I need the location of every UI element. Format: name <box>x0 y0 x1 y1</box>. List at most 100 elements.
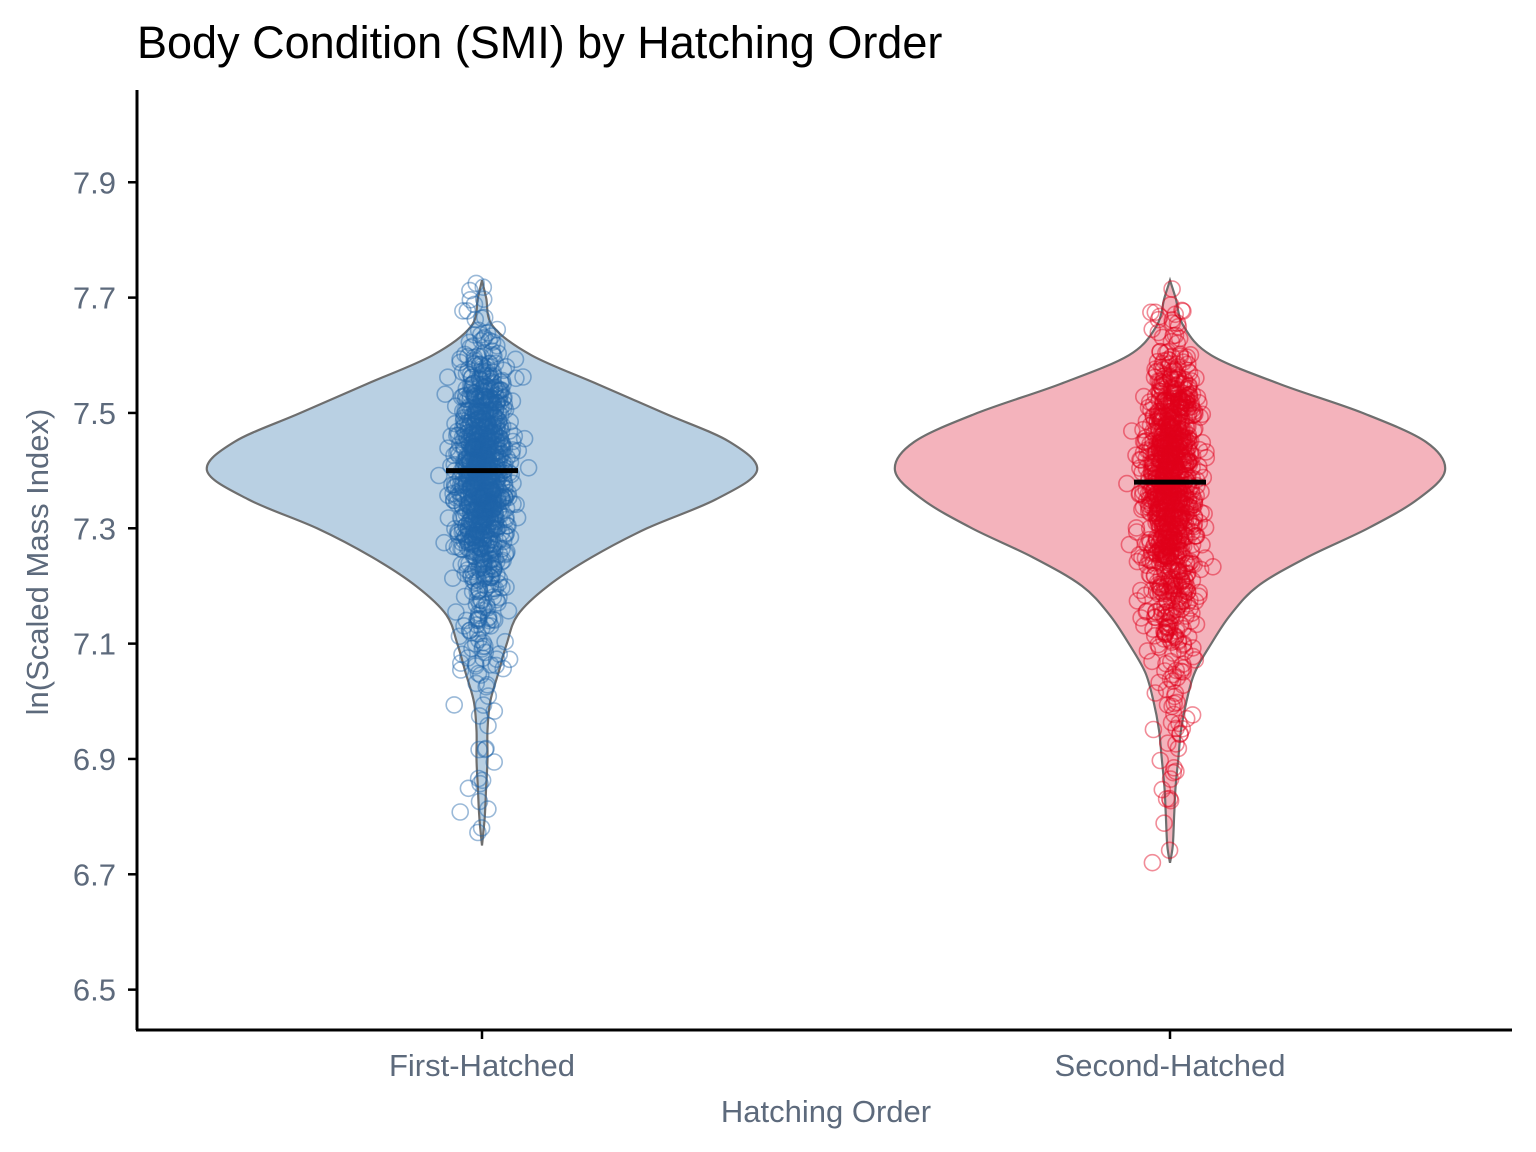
data-point <box>458 501 477 520</box>
violin-layer <box>205 276 1447 863</box>
data-point <box>1166 517 1185 536</box>
data-point <box>1150 487 1168 506</box>
data-point <box>489 486 508 505</box>
data-point <box>1177 431 1196 450</box>
data-point <box>1174 636 1192 654</box>
data-point <box>1174 484 1192 503</box>
y-axis-ticks: 6.56.76.97.17.37.57.77.9 <box>73 165 137 1008</box>
data-point <box>1175 559 1194 577</box>
data-point <box>475 441 494 460</box>
data-point <box>477 510 495 529</box>
data-point <box>497 578 515 596</box>
data-point <box>463 582 482 601</box>
data-point <box>1160 418 1178 437</box>
data-point <box>1171 512 1189 531</box>
data-point <box>1183 496 1202 514</box>
data-point <box>1142 454 1160 473</box>
data-point <box>484 390 503 409</box>
data-point <box>1155 485 1174 504</box>
data-point <box>1172 398 1191 417</box>
data-point <box>449 526 468 544</box>
data-point <box>467 438 485 456</box>
data-point <box>472 545 491 564</box>
data-point <box>456 390 475 408</box>
data-point <box>1162 392 1180 411</box>
data-point <box>463 542 482 561</box>
data-point <box>1181 498 1200 517</box>
data-point <box>465 500 484 519</box>
data-point <box>1149 535 1168 554</box>
data-point <box>494 399 513 418</box>
data-point <box>1161 536 1179 555</box>
data-point <box>1151 382 1169 401</box>
data-point <box>461 290 480 309</box>
data-point <box>1158 520 1177 539</box>
data-point <box>1178 386 1196 405</box>
data-point <box>478 431 497 450</box>
data-point <box>1128 552 1147 571</box>
data-point <box>495 525 514 544</box>
data-point <box>475 552 494 570</box>
data-point <box>470 594 489 613</box>
data-point <box>469 409 488 428</box>
data-point <box>1162 435 1181 454</box>
data-point <box>448 487 467 506</box>
data-point <box>1162 409 1180 427</box>
data-point <box>1162 403 1180 422</box>
data-point <box>483 499 502 518</box>
data-point <box>1149 402 1167 421</box>
data-point <box>484 397 503 415</box>
data-point <box>477 526 496 544</box>
data-point <box>1158 415 1177 434</box>
data-point <box>1163 515 1182 533</box>
data-point <box>1154 469 1172 487</box>
data-point <box>1151 372 1169 391</box>
data-point <box>483 490 502 509</box>
data-point <box>1176 489 1194 508</box>
data-point <box>482 437 500 456</box>
data-point <box>1155 582 1173 600</box>
data-point <box>1153 517 1172 536</box>
data-point <box>1172 530 1190 549</box>
data-point <box>1182 372 1201 390</box>
data-point <box>490 417 509 436</box>
data-point <box>1154 550 1172 568</box>
data-point <box>466 439 485 458</box>
data-point <box>1153 477 1172 496</box>
data-point <box>457 473 475 491</box>
data-point <box>1158 426 1176 445</box>
data-point <box>492 422 511 441</box>
data-point <box>1158 537 1177 556</box>
data-point <box>473 640 492 658</box>
data-point <box>478 488 497 506</box>
data-point <box>1175 435 1194 454</box>
data-point <box>1184 499 1202 518</box>
data-point <box>453 428 472 447</box>
data-point <box>1153 780 1172 799</box>
data-point <box>1154 446 1173 465</box>
data-point <box>1175 421 1194 440</box>
data-point <box>1183 706 1202 724</box>
data-point <box>1152 450 1171 469</box>
data-point <box>1153 462 1172 480</box>
data-point <box>1193 405 1212 424</box>
data-point <box>455 421 474 440</box>
data-point <box>462 514 481 533</box>
data-point <box>449 482 468 501</box>
data-point <box>485 442 504 460</box>
data-point <box>1147 469 1166 488</box>
data-point <box>1167 459 1186 477</box>
data-point <box>1152 502 1170 520</box>
data-point <box>1193 433 1212 452</box>
data-point <box>1174 388 1193 407</box>
data-point <box>1171 724 1190 743</box>
data-point <box>459 518 478 537</box>
data-point <box>1176 417 1195 436</box>
data-point <box>461 497 480 516</box>
data-point <box>1145 608 1164 626</box>
data-point <box>1138 535 1157 554</box>
data-point <box>1168 314 1187 333</box>
data-point <box>469 630 488 649</box>
data-point <box>1155 561 1174 580</box>
data-point <box>1169 532 1188 551</box>
